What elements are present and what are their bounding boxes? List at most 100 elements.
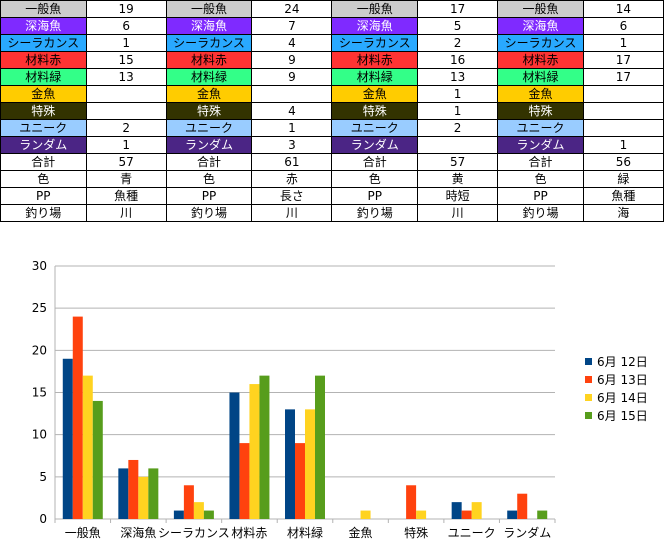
label-cell[interactable]: ユニーク bbox=[0, 119, 87, 137]
label-cell[interactable]: 深海魚 bbox=[497, 17, 584, 35]
value-cell[interactable]: 1 bbox=[85, 34, 167, 52]
value-cell[interactable]: 黄 bbox=[417, 170, 499, 188]
value-cell[interactable]: 1 bbox=[582, 34, 664, 52]
label-cell[interactable]: 材料緑 bbox=[497, 68, 584, 86]
value-cell[interactable]: 61 bbox=[251, 153, 333, 171]
label-cell[interactable]: 一般魚 bbox=[331, 0, 419, 18]
label-cell[interactable]: 釣り場 bbox=[0, 204, 87, 222]
value-cell[interactable]: 5 bbox=[417, 17, 499, 35]
value-cell[interactable]: 2 bbox=[417, 34, 499, 52]
label-cell[interactable]: ユニーク bbox=[165, 119, 253, 137]
label-cell[interactable]: 深海魚 bbox=[0, 17, 87, 35]
value-cell[interactable] bbox=[251, 85, 333, 103]
label-cell[interactable]: シーラカンス bbox=[331, 34, 419, 52]
label-cell[interactable]: 合計 bbox=[0, 153, 87, 171]
value-cell[interactable] bbox=[85, 85, 167, 103]
label-cell[interactable]: ランダム bbox=[0, 136, 87, 154]
label-cell[interactable]: PP bbox=[0, 187, 87, 205]
value-cell[interactable]: 24 bbox=[251, 0, 333, 18]
label-cell[interactable]: 材料赤 bbox=[0, 51, 87, 69]
label-cell[interactable]: 特殊 bbox=[165, 102, 253, 120]
value-cell[interactable]: 1 bbox=[417, 102, 499, 120]
label-cell[interactable]: ランダム bbox=[165, 136, 253, 154]
label-cell[interactable]: PP bbox=[497, 187, 584, 205]
value-cell[interactable]: 6 bbox=[85, 17, 167, 35]
value-cell[interactable]: 2 bbox=[85, 119, 167, 137]
value-cell[interactable]: 6 bbox=[582, 17, 664, 35]
value-cell[interactable]: 9 bbox=[251, 51, 333, 69]
label-cell[interactable]: 一般魚 bbox=[497, 0, 584, 18]
label-cell[interactable]: 一般魚 bbox=[165, 0, 253, 18]
label-cell[interactable]: PP bbox=[331, 187, 419, 205]
label-cell[interactable]: PP bbox=[165, 187, 253, 205]
label-cell[interactable]: 金魚 bbox=[0, 85, 87, 103]
label-cell[interactable]: 釣り場 bbox=[331, 204, 419, 222]
value-cell[interactable]: 57 bbox=[417, 153, 499, 171]
label-cell[interactable]: ユニーク bbox=[497, 119, 584, 137]
value-cell[interactable]: 1 bbox=[85, 136, 167, 154]
value-cell[interactable]: 川 bbox=[417, 204, 499, 222]
label-cell[interactable]: 特殊 bbox=[331, 102, 419, 120]
value-cell[interactable]: 15 bbox=[85, 51, 167, 69]
label-cell[interactable]: ランダム bbox=[497, 136, 584, 154]
value-cell[interactable]: 時短 bbox=[417, 187, 499, 205]
value-cell[interactable]: 魚種 bbox=[85, 187, 167, 205]
value-cell[interactable]: 17 bbox=[417, 0, 499, 18]
value-cell[interactable]: 13 bbox=[417, 68, 499, 86]
value-cell[interactable]: 13 bbox=[85, 68, 167, 86]
value-cell[interactable]: 4 bbox=[251, 34, 333, 52]
label-cell[interactable]: シーラカンス bbox=[0, 34, 87, 52]
label-cell[interactable]: 材料赤 bbox=[497, 51, 584, 69]
label-cell[interactable]: 材料緑 bbox=[331, 68, 419, 86]
value-cell[interactable]: 川 bbox=[251, 204, 333, 222]
value-cell[interactable]: 1 bbox=[251, 119, 333, 137]
value-cell[interactable]: 赤 bbox=[251, 170, 333, 188]
label-cell[interactable]: 合計 bbox=[497, 153, 584, 171]
value-cell[interactable]: 9 bbox=[251, 68, 333, 86]
label-cell[interactable]: 釣り場 bbox=[165, 204, 253, 222]
label-cell[interactable]: 合計 bbox=[165, 153, 253, 171]
value-cell[interactable] bbox=[582, 85, 664, 103]
label-cell[interactable]: 色 bbox=[165, 170, 253, 188]
label-cell[interactable]: 深海魚 bbox=[165, 17, 253, 35]
label-cell[interactable]: 色 bbox=[0, 170, 87, 188]
label-cell[interactable]: 金魚 bbox=[331, 85, 419, 103]
label-cell[interactable]: ランダム bbox=[331, 136, 419, 154]
value-cell[interactable] bbox=[582, 119, 664, 137]
label-cell[interactable]: シーラカンス bbox=[165, 34, 253, 52]
value-cell[interactable]: 17 bbox=[582, 68, 664, 86]
label-cell[interactable]: 金魚 bbox=[497, 85, 584, 103]
value-cell[interactable]: 1 bbox=[582, 136, 664, 154]
value-cell[interactable]: 17 bbox=[582, 51, 664, 69]
value-cell[interactable]: 川 bbox=[85, 204, 167, 222]
label-cell[interactable]: 合計 bbox=[331, 153, 419, 171]
label-cell[interactable]: 材料緑 bbox=[165, 68, 253, 86]
label-cell[interactable]: 材料赤 bbox=[165, 51, 253, 69]
value-cell[interactable] bbox=[417, 136, 499, 154]
label-cell[interactable]: シーラカンス bbox=[497, 34, 584, 52]
label-cell[interactable]: 材料赤 bbox=[331, 51, 419, 69]
value-cell[interactable]: 57 bbox=[85, 153, 167, 171]
value-cell[interactable]: 青 bbox=[85, 170, 167, 188]
value-cell[interactable]: 7 bbox=[251, 17, 333, 35]
value-cell[interactable]: 19 bbox=[85, 0, 167, 18]
value-cell[interactable] bbox=[582, 102, 664, 120]
value-cell[interactable]: 海 bbox=[582, 204, 664, 222]
value-cell[interactable]: 1 bbox=[417, 85, 499, 103]
label-cell[interactable]: ユニーク bbox=[331, 119, 419, 137]
value-cell[interactable]: 16 bbox=[417, 51, 499, 69]
value-cell[interactable]: 4 bbox=[251, 102, 333, 120]
value-cell[interactable] bbox=[85, 102, 167, 120]
value-cell[interactable]: 56 bbox=[582, 153, 664, 171]
label-cell[interactable]: 釣り場 bbox=[497, 204, 584, 222]
label-cell[interactable]: 色 bbox=[331, 170, 419, 188]
value-cell[interactable]: 緑 bbox=[582, 170, 664, 188]
label-cell[interactable]: 深海魚 bbox=[331, 17, 419, 35]
value-cell[interactable]: 3 bbox=[251, 136, 333, 154]
label-cell[interactable]: 特殊 bbox=[497, 102, 584, 120]
label-cell[interactable]: 一般魚 bbox=[0, 0, 87, 18]
label-cell[interactable]: 材料緑 bbox=[0, 68, 87, 86]
label-cell[interactable]: 金魚 bbox=[165, 85, 253, 103]
value-cell[interactable]: 魚種 bbox=[582, 187, 664, 205]
label-cell[interactable]: 特殊 bbox=[0, 102, 87, 120]
